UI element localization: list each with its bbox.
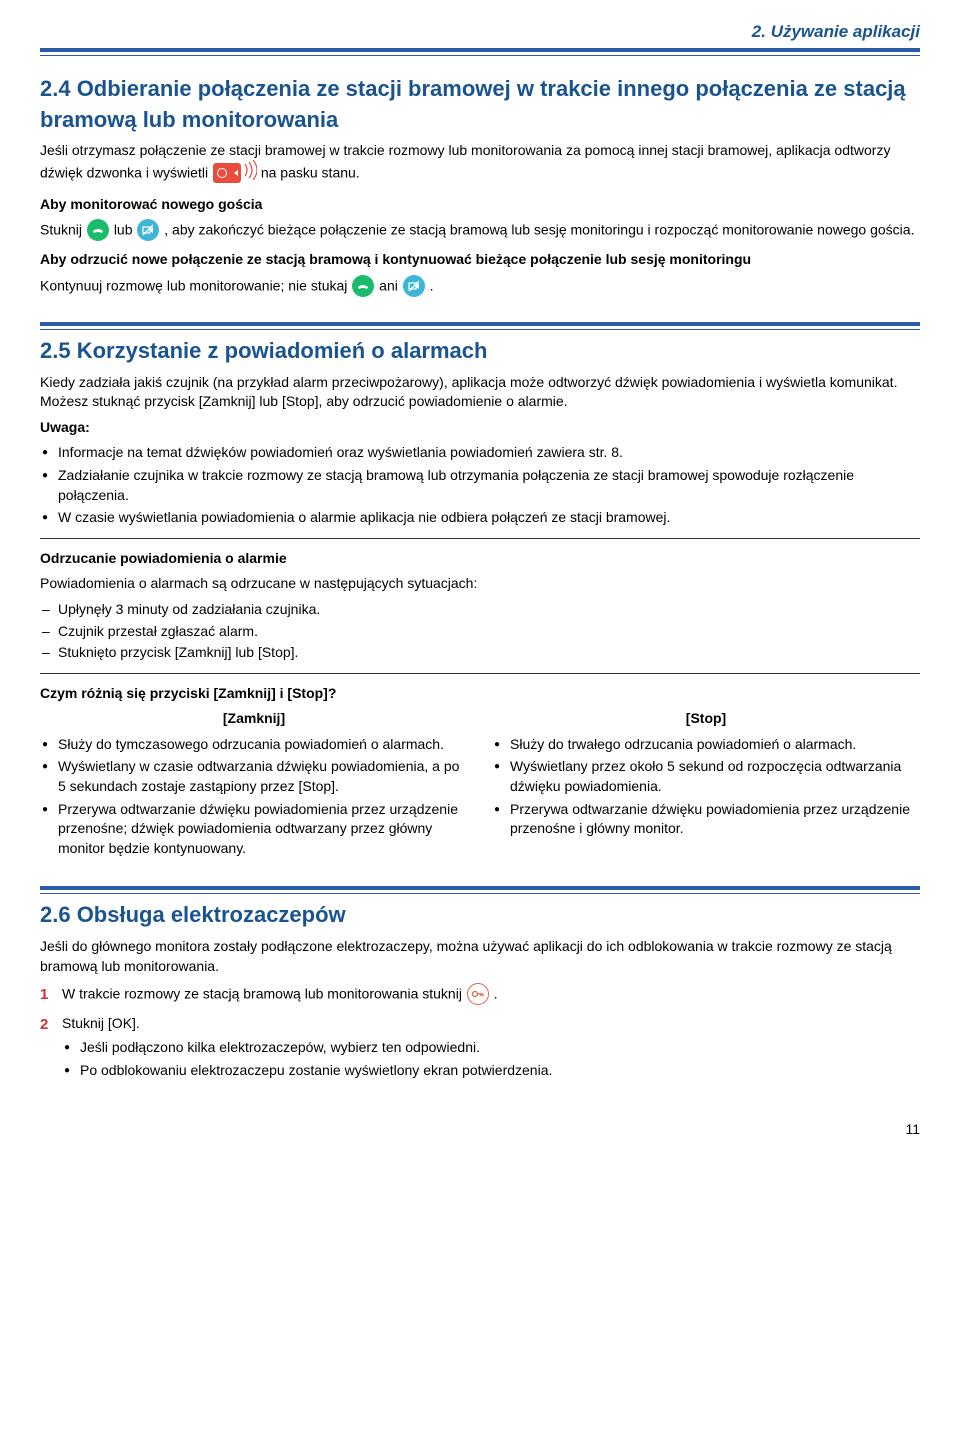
list-item: Służy do trwałego odrzucania powiadomień… <box>492 735 920 755</box>
section-2-5-title: 2.5 Korzystanie z powiadomień o alarmach <box>40 336 920 367</box>
compare-columns: [Zamknij] Służy do tymczasowego odrzucan… <box>40 709 920 862</box>
list-item: Po odblokowaniu elektrozaczepu zostanie … <box>62 1061 920 1081</box>
sub-heading-monitor-guest: Aby monitorować nowego gościa <box>40 195 920 215</box>
list-item: Wyświetlany w czasie odtwarzania dźwięku… <box>40 757 468 796</box>
page-number: 11 <box>40 1120 920 1140</box>
col-header-stop: [Stop] <box>492 709 920 729</box>
odrzucanie-heading: Odrzucanie powiadomienia o alarmie <box>40 549 920 569</box>
list-item: Czujnik przestał zgłaszać alarm. <box>40 622 920 642</box>
list-item: Jeśli podłączono kilka elektrozaczepów, … <box>62 1038 920 1058</box>
key-icon <box>467 983 489 1005</box>
steps-list: 1 W trakcie rozmowy ze stacją bramową lu… <box>40 984 920 1080</box>
header-rule <box>40 48 920 56</box>
step-2: 2 Stuknij [OK]. Jeśli podłączono kilka e… <box>40 1014 920 1080</box>
monitor-guest-text: Stuknij lub , aby zakończyć bieżące połą… <box>40 220 920 242</box>
list-item: Przerywa odtwarzanie dźwięku powiadomien… <box>40 800 468 859</box>
odrzucanie-list: Upłynęły 3 minuty od zadziałania czujnik… <box>40 600 920 663</box>
section-2-6-rule <box>40 886 920 894</box>
uwaga-label: Uwaga: <box>40 418 920 438</box>
camera-icon <box>213 163 241 183</box>
list-item: Przerywa odtwarzanie dźwięku powiadomien… <box>492 800 920 839</box>
section-2-4-intro: Jeśli otrzymasz połączenie ze stacji bra… <box>40 141 920 186</box>
camera-off-icon <box>137 219 159 241</box>
odrzucanie-intro: Powiadomienia o alarmach są odrzucane w … <box>40 574 920 594</box>
sound-wave-icon <box>243 160 257 186</box>
list-item: W czasie wyświetlania powiadomienia o al… <box>40 508 920 528</box>
section-2-6-title: 2.6 Obsługa elektrozaczepów <box>40 900 920 931</box>
step-number: 2 <box>40 1014 48 1035</box>
section-2-5-intro: Kiedy zadziała jakiś czujnik (na przykła… <box>40 373 920 412</box>
camera-off-icon-2 <box>403 275 425 297</box>
step-1: 1 W trakcie rozmowy ze stacją bramową lu… <box>40 984 920 1006</box>
column-zamknij: [Zamknij] Służy do tymczasowego odrzucan… <box>40 709 468 862</box>
hangup-green-icon <box>87 219 109 241</box>
list-item: Stuknięto przycisk [Zamknij] lub [Stop]. <box>40 643 920 663</box>
section-2-6-intro: Jeśli do głównego monitora zostały podłą… <box>40 937 920 976</box>
divider <box>40 538 920 539</box>
list-item: Służy do tymczasowego odrzucania powiado… <box>40 735 468 755</box>
sub-heading-reject-call: Aby odrzucić nowe połączenie ze stacją b… <box>40 250 920 270</box>
list-item: Zadziałanie czujnika w trakcie rozmowy z… <box>40 466 920 505</box>
reject-call-text: Kontynuuj rozmowę lub monitorowanie; nie… <box>40 276 920 298</box>
list-item: Upłynęły 3 minuty od zadziałania czujnik… <box>40 600 920 620</box>
page-header: 2. Używanie aplikacji <box>40 20 920 44</box>
divider <box>40 673 920 674</box>
step-number: 1 <box>40 984 48 1005</box>
hangup-green-icon-2 <box>352 275 374 297</box>
section-2-5-rule <box>40 322 920 330</box>
uwaga-list: Informacje na temat dźwięków powiadomień… <box>40 443 920 527</box>
list-item: Wyświetlany przez około 5 sekund od rozp… <box>492 757 920 796</box>
column-stop: [Stop] Służy do trwałego odrzucania powi… <box>492 709 920 862</box>
section-2-4-title: 2.4 Odbieranie połączenia ze stacji bram… <box>40 74 920 136</box>
col-header-zamknij: [Zamknij] <box>40 709 468 729</box>
diff-heading: Czym różnią się przyciski [Zamknij] i [S… <box>40 684 920 704</box>
list-item: Informacje na temat dźwięków powiadomień… <box>40 443 920 463</box>
